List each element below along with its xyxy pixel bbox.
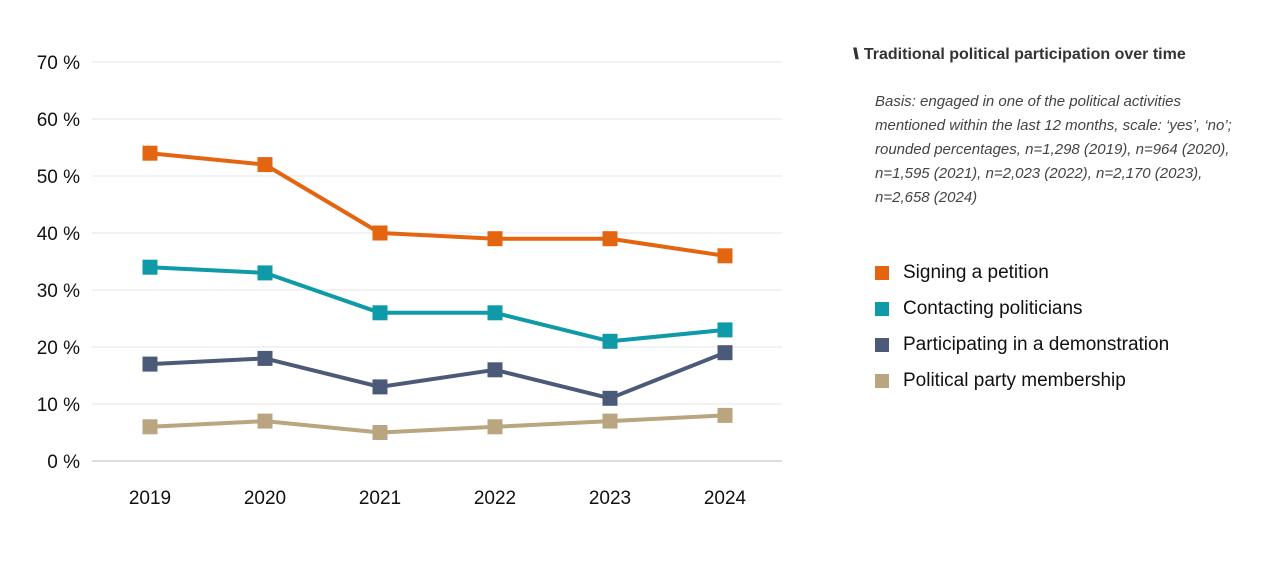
data-point: [142, 356, 158, 372]
legend-item: Signing a petition: [875, 255, 1273, 291]
chart-title-text: Traditional political participation over…: [863, 46, 1186, 63]
data-point: [257, 265, 273, 281]
legend-label: Contacting politicians: [903, 298, 1083, 319]
legend-swatch: [875, 266, 889, 280]
legend-swatch: [875, 338, 889, 352]
data-point: [602, 333, 618, 349]
data-point: [142, 419, 158, 435]
double-slash-icon: \\: [853, 46, 859, 63]
data-point: [372, 305, 388, 321]
series-line: [149, 265, 726, 344]
y-tick-label: 60 %: [37, 110, 80, 131]
data-point: [372, 225, 388, 241]
data-point: [602, 390, 618, 406]
data-point: [257, 350, 273, 366]
data-point: [717, 345, 733, 361]
series-line: [149, 151, 726, 258]
data-point: [717, 407, 733, 423]
data-point: [142, 259, 158, 275]
y-tick-label: 30 %: [37, 281, 80, 302]
y-tick-label: 10 %: [37, 395, 80, 416]
legend-swatch: [875, 302, 889, 316]
data-point: [487, 362, 503, 378]
legend-label: Political party membership: [903, 370, 1126, 391]
x-tick-label: 2024: [704, 488, 747, 509]
data-point: [487, 305, 503, 321]
data-point: [487, 419, 503, 435]
y-tick-label: 70 %: [37, 53, 80, 74]
legend-item: Political party membership: [875, 363, 1273, 399]
y-tick-label: 0 %: [47, 452, 80, 473]
chart-title: \\ Traditional political participation o…: [853, 46, 1273, 64]
legend-swatch: [875, 374, 889, 388]
legend-label: Participating in a demonstration: [903, 334, 1170, 355]
data-point: [717, 322, 733, 338]
data-point: [602, 231, 618, 247]
data-point: [257, 413, 273, 429]
x-tick-label: 2023: [589, 488, 631, 509]
data-point: [142, 145, 158, 161]
data-point: [257, 157, 273, 173]
chart-sidebar: \\ Traditional political participation o…: [853, 46, 1273, 399]
y-tick-label: 40 %: [37, 224, 80, 245]
legend-item: Participating in a demonstration: [875, 327, 1273, 363]
series-line: [149, 350, 726, 401]
legend: Signing a petition Contacting politicians…: [875, 255, 1273, 399]
y-tick-label: 20 %: [37, 338, 80, 359]
chart-note: Basis: engaged in one of the political a…: [875, 93, 1232, 206]
x-tick-label: 2020: [244, 488, 286, 509]
data-point: [602, 413, 618, 429]
x-tick-label: 2021: [359, 488, 401, 509]
legend-label: Signing a petition: [903, 262, 1049, 283]
x-tick-label: 2022: [474, 488, 516, 509]
data-point: [372, 379, 388, 395]
legend-item: Contacting politicians: [875, 291, 1273, 327]
data-point: [717, 248, 733, 264]
data-point: [372, 425, 388, 440]
x-tick-label: 2019: [129, 488, 171, 509]
series-line: [149, 413, 726, 435]
y-tick-label: 50 %: [37, 167, 80, 188]
data-point: [487, 231, 503, 247]
